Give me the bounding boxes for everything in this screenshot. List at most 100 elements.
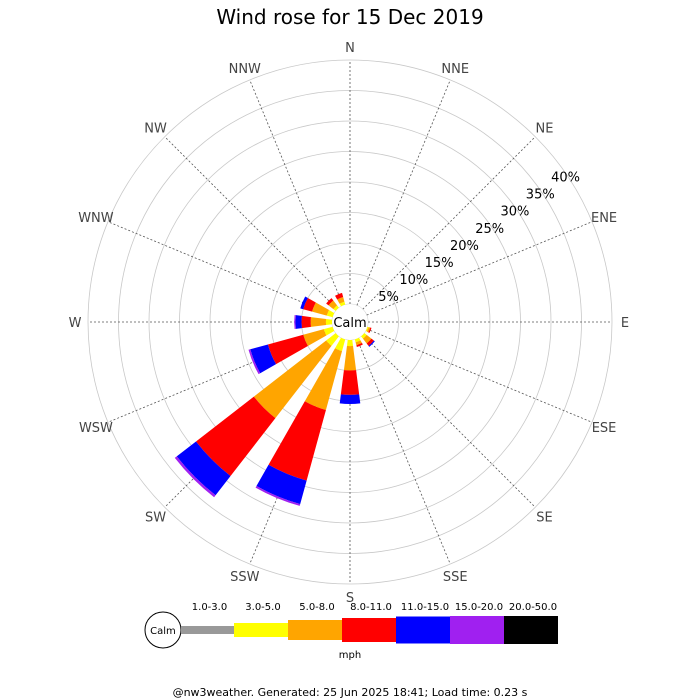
- ring-label: 30%: [501, 205, 530, 220]
- legend-bin-label: 1.0-3.0: [192, 602, 227, 613]
- rose-bar-w-15.0-20.0: [294, 315, 296, 329]
- ring-labels: 5%10% 15% 20% 25% 30% 35% 40%: [378, 171, 580, 305]
- legend-bin-bar: [288, 620, 342, 640]
- rose-bar-s-8.0-11.0: [340, 370, 360, 395]
- rose-bar-wnw-8.0-11.0: [303, 297, 316, 312]
- rose-bars: [174, 292, 375, 506]
- calm-center: Calm: [332, 304, 368, 340]
- direction-label: W: [69, 316, 82, 331]
- rose-bar-w-3.0-5.0: [325, 318, 333, 326]
- legend-bin-label: 20.0-50.0: [509, 602, 557, 613]
- rose-bar-nnw-5.0-8.0: [337, 296, 345, 304]
- rose-bar-se-8.0-11.0: [366, 338, 374, 346]
- rose-bar-wsw-8.0-11.0: [267, 334, 308, 365]
- legend-bin-bar: [504, 616, 558, 644]
- direction-label: SE: [536, 510, 552, 525]
- direction-label: NW: [144, 122, 167, 137]
- grid-spoke: [366, 328, 593, 423]
- rose-bar-s-5.0-8.0: [343, 345, 357, 371]
- rose-bar-ssw-15.0-20.0: [255, 485, 301, 506]
- rose-bar-sse-5.0-8.0: [355, 340, 362, 346]
- legend-bin-bar: [396, 616, 450, 644]
- rose-bar-ese-8.0-11.0: [368, 327, 372, 334]
- rose-bar-ssw-3.0-5.0: [335, 337, 346, 352]
- grid-spoke: [249, 79, 344, 306]
- legend-units: mph: [339, 650, 361, 661]
- rose-bar-wnw-3.0-5.0: [326, 310, 335, 318]
- rose-bar-sse-8.0-11.0: [356, 342, 363, 348]
- ring-label: 5%: [378, 290, 399, 305]
- direction-label: WNW: [78, 211, 114, 226]
- direction-label: N: [345, 41, 355, 56]
- direction-label: WSW: [79, 421, 113, 436]
- rose-bar-se-11.0-15.0: [368, 340, 375, 347]
- rose-bar-ese-3.0-5.0: [365, 326, 369, 332]
- legend-bin-bar: [450, 616, 504, 644]
- calm-label: Calm: [333, 316, 366, 331]
- speed-legend: Calm 1.0-3.0 3.0-5.0 5.0-8.0 8.0-11.0 11.0-1…: [144, 602, 558, 661]
- direction-labels: N NNE NE ENE E ESE SE SSE S SSW SW WSW W WNW NW NNW: [69, 41, 630, 606]
- rose-bar-sw-11.0-15.0: [176, 441, 231, 496]
- rose-bar-wsw-15.0-20.0: [248, 349, 261, 375]
- rose-bar-se-3.0-5.0: [361, 333, 367, 339]
- rose-bar-sw-5.0-8.0: [253, 340, 332, 419]
- rose-bar-w-11.0-15.0: [295, 315, 302, 329]
- ring-label: 20%: [450, 239, 479, 254]
- rose-bar-wsw-3.0-5.0: [323, 326, 335, 336]
- direction-label: SSE: [443, 570, 468, 585]
- grid-ring: [148, 120, 552, 524]
- direction-label: NNW: [229, 62, 261, 77]
- rose-bar-ssw-5.0-8.0: [304, 348, 343, 410]
- rose-bar-wsw-5.0-8.0: [303, 329, 327, 347]
- direction-label: E: [621, 316, 629, 331]
- direction-label: ESE: [592, 421, 617, 436]
- grid-ring: [87, 59, 613, 585]
- direction-label: S: [346, 591, 354, 606]
- legend-bin-label: 5.0-8.0: [299, 602, 334, 613]
- rose-bar-s-11.0-15.0: [339, 394, 361, 405]
- ring-label: 15%: [425, 256, 454, 271]
- rose-bar-wnw-5.0-8.0: [312, 302, 330, 316]
- grid-spoke: [362, 136, 536, 310]
- chart-title: Wind rose for 15 Dec 2019: [216, 5, 483, 29]
- legend-bin-bar: [234, 623, 288, 637]
- grid-spoke: [362, 334, 536, 508]
- rose-bar-nnw-8.0-11.0: [335, 292, 344, 300]
- direction-label: SW: [145, 510, 166, 525]
- ring-label: 25%: [475, 222, 504, 237]
- legend-bin-label: 3.0-5.0: [245, 602, 280, 613]
- ring-label: 40%: [551, 171, 580, 186]
- rose-bar-nnw-3.0-5.0: [339, 301, 346, 307]
- rose-bar-sw-15.0-20.0: [174, 456, 216, 498]
- direction-label: ENE: [591, 211, 617, 226]
- rose-bar-w-5.0-8.0: [310, 317, 327, 327]
- grid-spoke: [164, 136, 338, 310]
- rose-bar-w-8.0-11.0: [301, 315, 311, 329]
- legend-bin-bar: [181, 626, 234, 634]
- grid-spoke: [366, 221, 593, 316]
- rose-bar-se-5.0-8.0: [362, 334, 372, 344]
- rose-bar-ese-5.0-8.0: [366, 327, 371, 333]
- rose-bar-wnw-11.0-15.0: [300, 296, 308, 310]
- rose-bar-sw-8.0-11.0: [195, 396, 276, 477]
- direction-label: SSW: [230, 570, 260, 585]
- rose-bar-nw-5.0-8.0: [328, 300, 338, 310]
- rose-bar-nw-3.0-5.0: [333, 305, 339, 311]
- legend-bin-label: 11.0-15.0: [401, 602, 449, 613]
- ring-label: 35%: [526, 188, 555, 203]
- legend-calm-label: Calm: [150, 626, 176, 637]
- legend-bin-label: 8.0-11.0: [350, 602, 392, 613]
- rose-bar-ssw-8.0-11.0: [268, 401, 326, 481]
- direction-label: NE: [535, 122, 553, 137]
- rose-bar-s-3.0-5.0: [346, 339, 354, 347]
- grid-spoke: [107, 221, 334, 316]
- rose-bar-wsw-11.0-15.0: [250, 344, 277, 374]
- direction-label: NNE: [441, 62, 469, 77]
- ring-label: 10%: [399, 273, 428, 288]
- grid-spoke: [356, 79, 451, 306]
- legend-bin-label: 15.0-20.0: [455, 602, 503, 613]
- rose-bar-sse-3.0-5.0: [354, 337, 361, 343]
- rose-bar-nw-8.0-11.0: [326, 298, 334, 306]
- legend-bin-bar: [342, 618, 396, 642]
